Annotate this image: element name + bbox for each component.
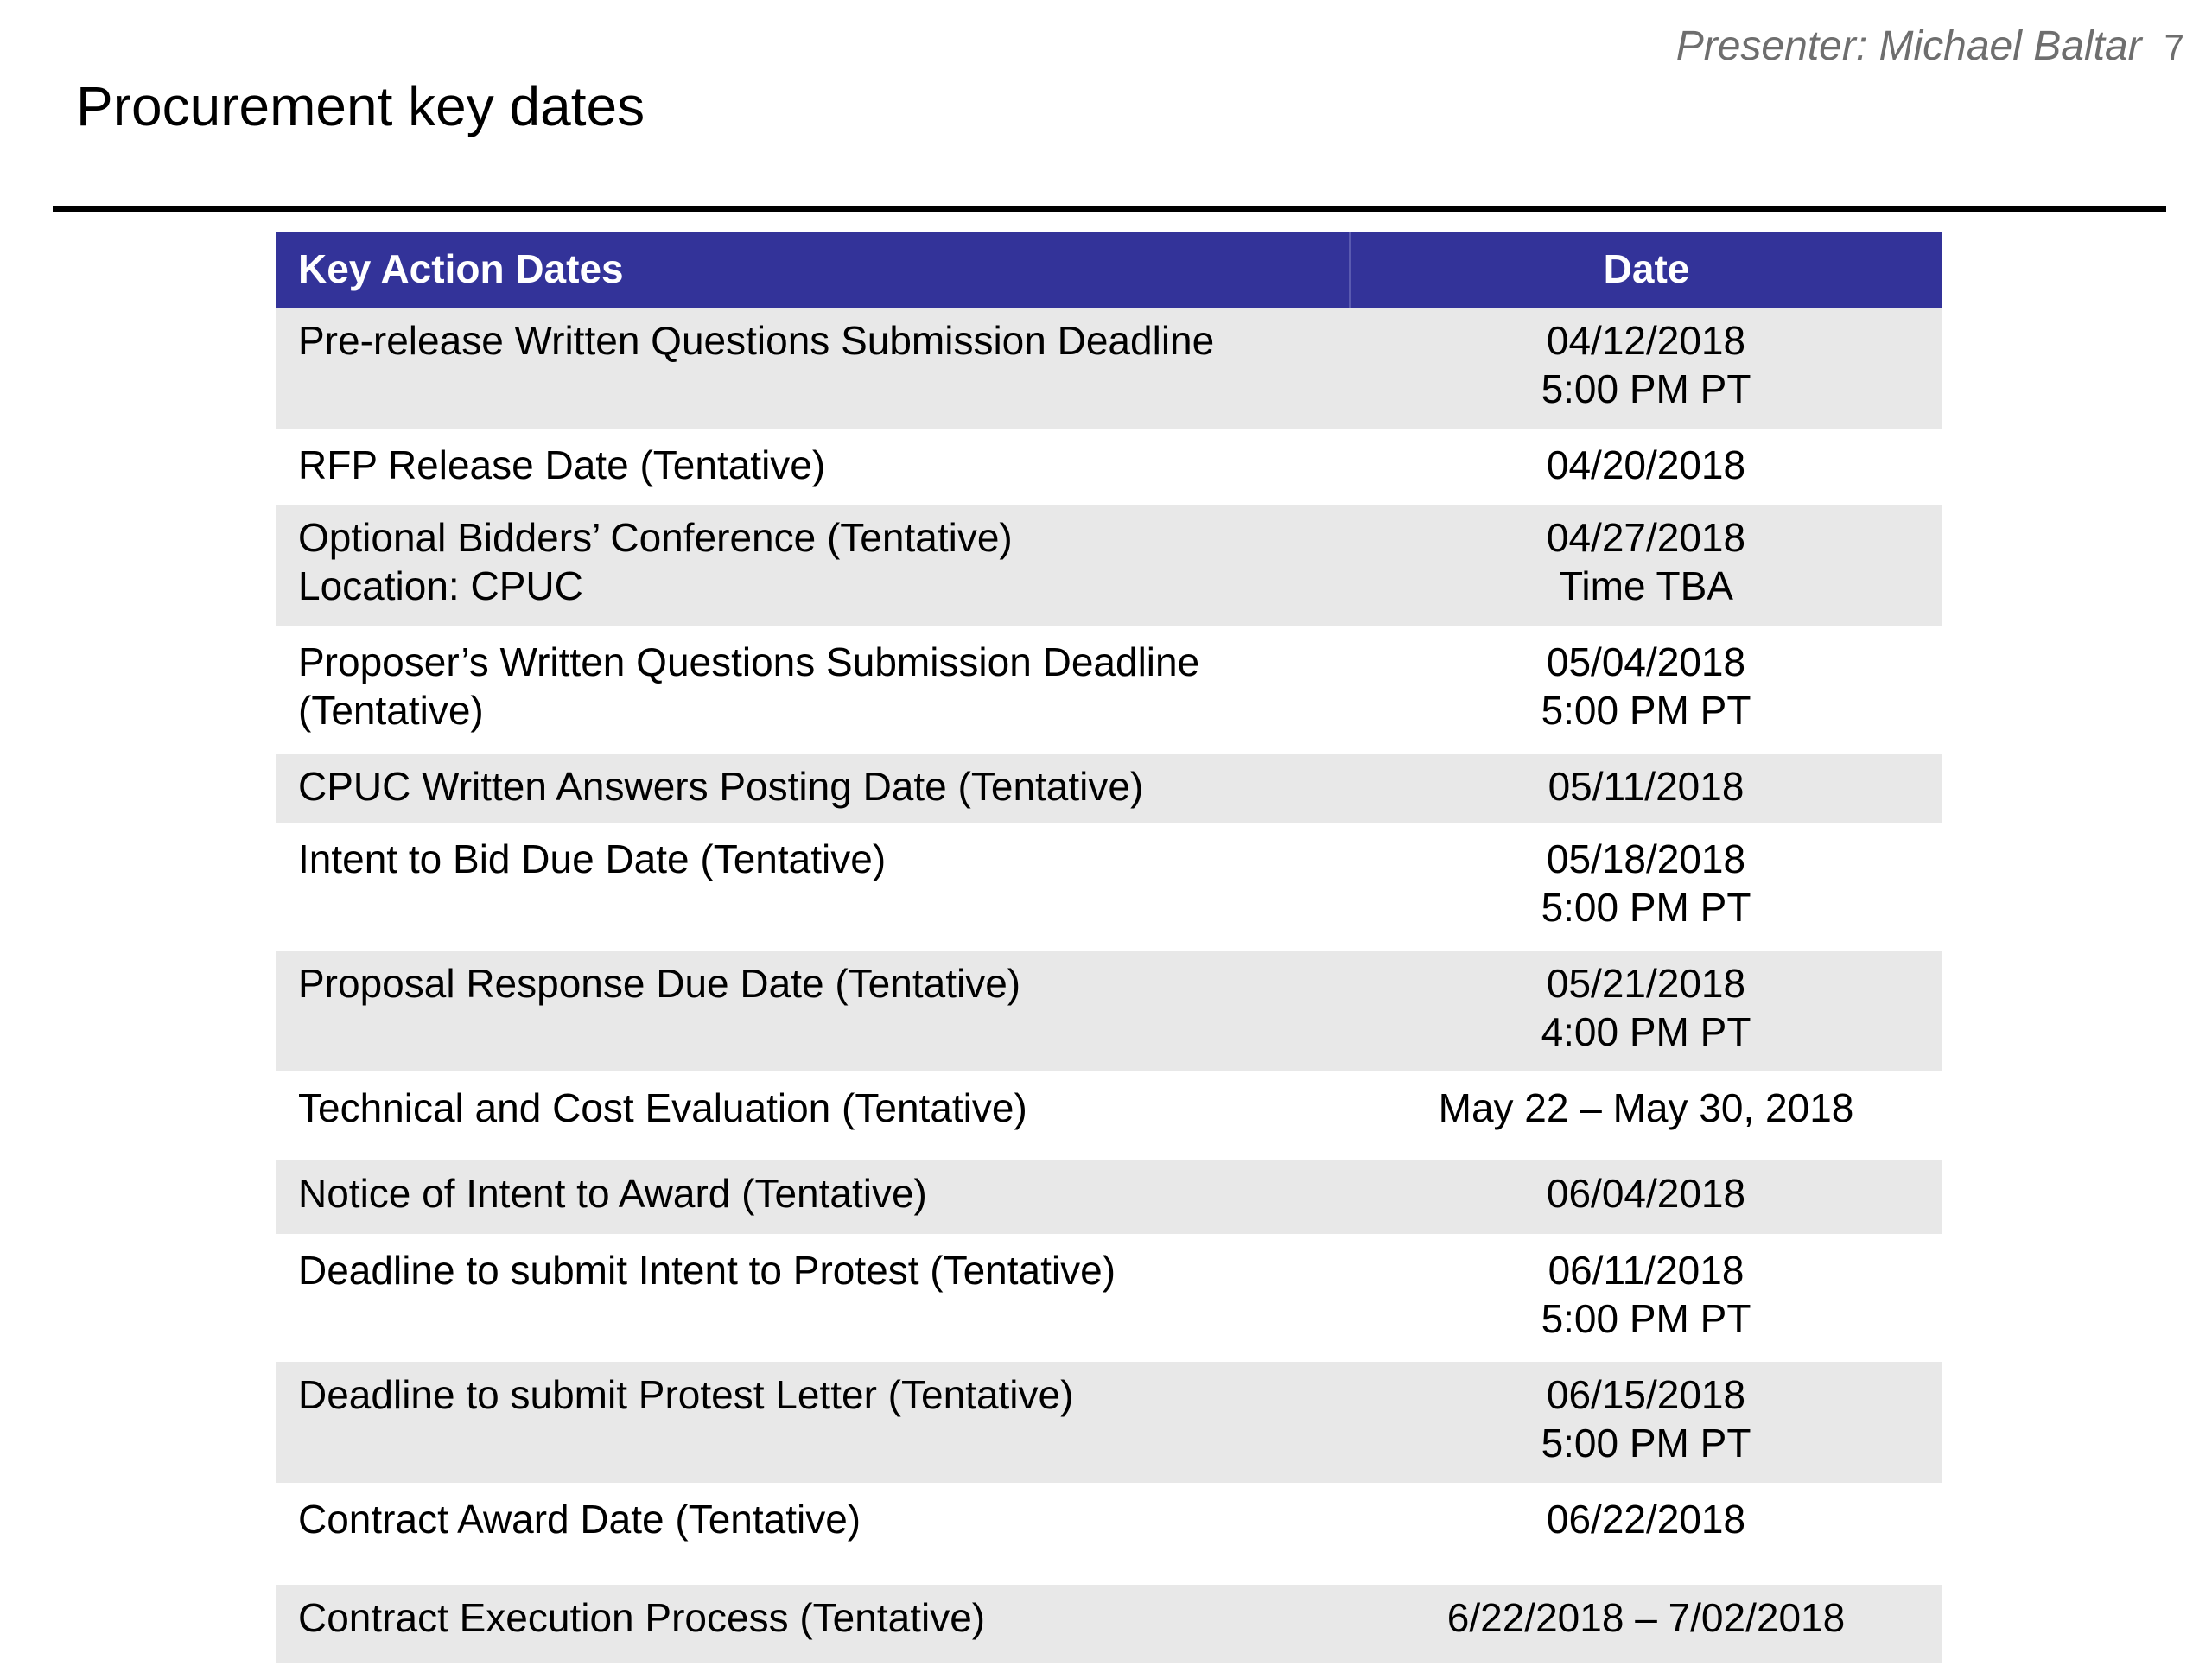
date-text: 5:00 PM PT: [1541, 1421, 1751, 1466]
date-text: 06/15/2018: [1546, 1372, 1746, 1417]
action-cell: Deadline to submit Protest Letter (Tenta…: [276, 1360, 1350, 1486]
table-row: Deadline to submit Protest Letter (Tenta…: [276, 1360, 1942, 1486]
table-row: Technical and Cost Evaluation (Tentative…: [276, 1073, 1942, 1160]
date-cell: 6/22/2018 – 7/02/2018: [1350, 1583, 1942, 1666]
date-text: May 22 – May 30, 2018: [1438, 1085, 1854, 1130]
date-cell: 04/12/2018 5:00 PM PT: [1350, 308, 1942, 432]
table-row: Pre-release Written Questions Submission…: [276, 308, 1942, 432]
date-text: 06/04/2018: [1546, 1171, 1746, 1216]
action-cell: Proposer’s Written Questions Submission …: [276, 627, 1350, 754]
table-header-row: Key Action Dates Date: [276, 232, 1942, 308]
date-text: 5:00 PM PT: [1541, 885, 1751, 930]
table-row: Contract Execution Process (Tentative) 6/…: [276, 1583, 1942, 1666]
date-text: 05/04/2018: [1546, 639, 1746, 684]
date-text: 5:00 PM PT: [1541, 688, 1751, 733]
date-text: 04/12/2018: [1546, 318, 1746, 363]
table-body: Pre-release Written Questions Submission…: [276, 308, 1942, 1666]
date-cell: 06/15/2018 5:00 PM PT: [1350, 1360, 1942, 1486]
date-cell: 05/04/2018 5:00 PM PT: [1350, 627, 1942, 754]
slide-title: Procurement key dates: [76, 75, 645, 137]
action-text: Pre-release Written Questions Submission…: [298, 318, 1215, 363]
table-row: RFP Release Date (Tentative) 04/20/2018: [276, 430, 1942, 505]
table-row: Optional Bidders’ Conference (Tentative)…: [276, 503, 1942, 629]
title-divider: [53, 206, 2166, 212]
date-cell: 05/21/2018 4:00 PM PT: [1350, 949, 1942, 1075]
table-row: Proposer’s Written Questions Submission …: [276, 627, 1942, 754]
action-text: Notice of Intent to Award (Tentative): [298, 1171, 927, 1216]
table-row: Proposal Response Due Date (Tentative) 05…: [276, 949, 1942, 1075]
date-text: 5:00 PM PT: [1541, 366, 1751, 411]
column-header-date: Date: [1350, 232, 1942, 308]
date-text: 6/22/2018 – 7/02/2018: [1446, 1595, 1846, 1640]
action-text: (Tentative): [298, 688, 484, 733]
action-cell: Pre-release Written Questions Submission…: [276, 308, 1350, 432]
column-header-key-action-dates: Key Action Dates: [276, 232, 1351, 308]
date-cell: 06/11/2018 5:00 PM PT: [1350, 1236, 1942, 1362]
action-text: Proposer’s Written Questions Submission …: [298, 639, 1200, 684]
table-row: Intent to Bid Due Date (Tentative) 05/18/…: [276, 824, 1942, 951]
presenter-name: Presenter: Michael Baltar: [1675, 23, 2142, 69]
action-text: RFP Release Date (Tentative): [298, 442, 826, 487]
date-text: 5:00 PM PT: [1541, 1296, 1751, 1341]
action-cell: Deadline to submit Intent to Protest (Te…: [276, 1236, 1350, 1362]
action-text: Contract Execution Process (Tentative): [298, 1595, 986, 1640]
action-text: Optional Bidders’ Conference (Tentative): [298, 515, 1013, 560]
action-cell: Technical and Cost Evaluation (Tentative…: [276, 1073, 1350, 1160]
action-cell: Contract Execution Process (Tentative): [276, 1583, 1350, 1666]
date-cell: 05/11/2018: [1350, 752, 1942, 826]
action-cell: CPUC Written Answers Posting Date (Tenta…: [276, 752, 1350, 826]
action-cell: Optional Bidders’ Conference (Tentative)…: [276, 503, 1350, 629]
action-text: Location: CPUC: [298, 563, 583, 608]
action-cell: Proposal Response Due Date (Tentative): [276, 949, 1350, 1075]
action-text: Intent to Bid Due Date (Tentative): [298, 836, 887, 881]
action-text: Deadline to submit Intent to Protest (Te…: [298, 1248, 1116, 1293]
action-text: Contract Award Date (Tentative): [298, 1497, 861, 1542]
date-text: 06/22/2018: [1546, 1497, 1746, 1542]
date-text: 05/21/2018: [1546, 961, 1746, 1006]
key-dates-table-container: Key Action Dates Date Pre-release Writte…: [276, 232, 1942, 1666]
action-cell: Contract Award Date (Tentative): [276, 1485, 1350, 1585]
date-cell: 04/20/2018: [1350, 430, 1942, 505]
date-text: 05/18/2018: [1546, 836, 1746, 881]
action-cell: Intent to Bid Due Date (Tentative): [276, 824, 1350, 951]
table-row: Notice of Intent to Award (Tentative) 06/…: [276, 1159, 1942, 1237]
date-cell: 06/04/2018: [1350, 1159, 1942, 1237]
action-text: Proposal Response Due Date (Tentative): [298, 961, 1021, 1006]
date-text: 05/11/2018: [1548, 764, 1745, 809]
action-cell: Notice of Intent to Award (Tentative): [276, 1159, 1350, 1237]
date-text: 04/20/2018: [1546, 442, 1746, 487]
date-text: 4:00 PM PT: [1541, 1009, 1751, 1054]
page-number: 7: [2164, 27, 2184, 67]
date-text: 04/27/2018: [1546, 515, 1746, 560]
date-cell: 06/22/2018: [1350, 1485, 1942, 1585]
table-row: CPUC Written Answers Posting Date (Tenta…: [276, 752, 1942, 826]
table-row: Deadline to submit Intent to Protest (Te…: [276, 1236, 1942, 1362]
key-dates-table: Key Action Dates Date Pre-release Writte…: [276, 232, 1942, 1666]
action-text: CPUC Written Answers Posting Date (Tenta…: [298, 764, 1144, 809]
presenter-header: Presenter: Michael Baltar 7: [1676, 22, 2184, 70]
date-cell: 05/18/2018 5:00 PM PT: [1350, 824, 1942, 951]
date-cell: 04/27/2018 Time TBA: [1350, 503, 1942, 629]
date-text: Time TBA: [1559, 563, 1733, 608]
date-cell: May 22 – May 30, 2018: [1350, 1073, 1942, 1160]
action-text: Deadline to submit Protest Letter (Tenta…: [298, 1372, 1074, 1417]
date-text: 06/11/2018: [1548, 1248, 1745, 1293]
table-row: Contract Award Date (Tentative) 06/22/201…: [276, 1485, 1942, 1585]
action-text: Technical and Cost Evaluation (Tentative…: [298, 1085, 1027, 1130]
action-cell: RFP Release Date (Tentative): [276, 430, 1350, 505]
